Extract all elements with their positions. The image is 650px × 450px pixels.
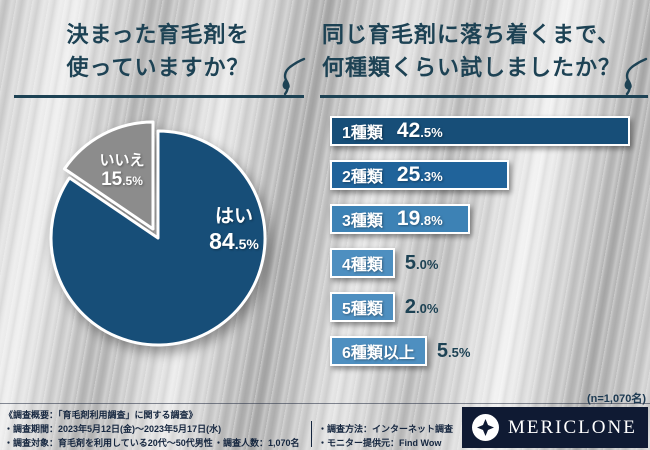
survey-target: ・調査対象：育毛剤を利用している20代～50代男性 <box>4 438 213 448</box>
hair-drop-icon <box>282 57 306 96</box>
survey-overview: 《調査概要：「育毛剤利用調査」に関する調査》 <box>4 410 198 420</box>
mericlone-logo-text: MERICLONE <box>508 416 637 438</box>
bar-chart-title-line1: 同じ育毛剤に落ち着くまで、 <box>322 22 621 47</box>
bar-chart-title-line2: 何種類くらい試しましたか？ <box>322 55 622 80</box>
bar-category-label: 6種類以上 <box>342 345 415 362</box>
bar-3種類: 3種類 19.8% <box>330 204 470 234</box>
title-underline-right <box>320 95 648 98</box>
mericlone-logo-icon <box>472 414 499 441</box>
pie-label-はい: はい 84.5% <box>209 206 259 254</box>
survey-people: ・調査人数：1,070名 <box>214 438 300 448</box>
bar-value-label: 2.0% <box>404 295 439 318</box>
bar-row-5種類: 5種類 2.0% <box>330 292 648 322</box>
bar-value-label: 25.3% <box>396 163 443 186</box>
bar-row-4種類: 4種類 5.0% <box>330 248 648 278</box>
pie-chart: はい 84.5% いいえ 15.5% <box>34 112 282 360</box>
footer: 《調査概要：「育毛剤利用調査」に関する調査》 ・調査期間：2023年5月12日(… <box>0 403 650 450</box>
bar-value-label: 5.5% <box>436 339 471 362</box>
bar-chart-title: 同じ育毛剤に落ち着くまで、 何種類くらい試しましたか？ <box>322 18 648 84</box>
bar-5種類: 5種類 <box>330 292 395 322</box>
bar-6種類以上: 6種類以上 <box>330 336 427 366</box>
footer-divider <box>311 421 312 447</box>
title-underline-left <box>14 95 304 98</box>
survey-method: ・調査方法：インターネット調査 <box>318 424 454 434</box>
bar-category-label: 4種類 <box>342 257 383 274</box>
pie-chart-svg <box>49 120 267 347</box>
bar-4種類: 4種類 <box>330 248 395 278</box>
bar-category-label: 1種類 <box>342 125 383 142</box>
bar-value-label: 42.5% <box>396 119 443 142</box>
pie-chart-title-line2: 使っていますか？ <box>66 55 250 80</box>
survey-monitor: ・モニター提供元：Find Wow <box>318 438 442 448</box>
bar-row-1種類: 1種類 42.5% <box>330 116 648 146</box>
bar-value-label: 19.8% <box>396 207 443 230</box>
pie-slice-いいえ <box>63 120 155 231</box>
sample-size-note: (n=1,070名) <box>587 393 646 405</box>
pie-label-いいえ: いいえ 15.5% <box>99 152 145 191</box>
mericlone-logo: MERICLONE <box>462 407 648 448</box>
bar-row-6種類以上: 6種類以上 5.5% <box>330 336 648 366</box>
pie-chart-title-line1: 決まった育毛剤を <box>66 22 250 47</box>
bar-category-label: 2種類 <box>342 169 383 186</box>
bar-category-label: 5種類 <box>342 301 383 318</box>
bar-value-label: 5.0% <box>404 251 439 274</box>
bar-1種類: 1種類 42.5% <box>330 116 630 146</box>
bar-2種類: 2種類 25.3% <box>330 160 509 190</box>
survey-period: ・調査期間：2023年5月12日(金)～2023年5月17日(水) <box>4 424 222 434</box>
hair-drop-icon <box>624 57 648 96</box>
bar-chart: 1種類 42.5% 2種類 25.3% 3種類 19.8% 4種類 5.0% 5種類 2.0% 6種… <box>330 116 648 380</box>
pie-chart-title: 決まった育毛剤を 使っていますか？ <box>12 18 304 84</box>
bar-row-2種類: 2種類 25.3% <box>330 160 648 190</box>
pie-slice-はい <box>49 129 267 347</box>
bar-category-label: 3種類 <box>342 213 383 230</box>
bar-row-3種類: 3種類 19.8% <box>330 204 648 234</box>
